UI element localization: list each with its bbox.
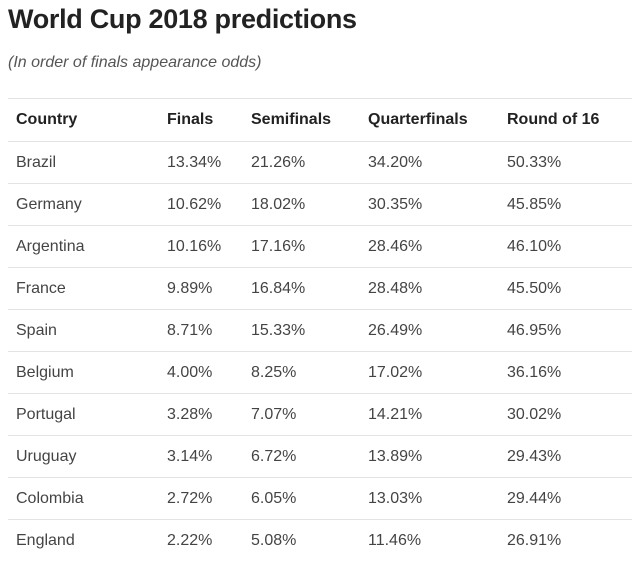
cell-round-of-16: 45.50% — [499, 268, 632, 310]
cell-quarterfinals: 30.35% — [360, 184, 499, 226]
cell-semifinals: 16.84% — [243, 268, 360, 310]
cell-quarterfinals: 13.89% — [360, 436, 499, 478]
cell-semifinals: 6.05% — [243, 478, 360, 520]
cell-semifinals: 21.26% — [243, 142, 360, 184]
cell-finals: 10.16% — [159, 226, 243, 268]
column-header-finals: Finals — [159, 99, 243, 142]
cell-quarterfinals: 34.20% — [360, 142, 499, 184]
cell-finals: 3.14% — [159, 436, 243, 478]
cell-round-of-16: 50.33% — [499, 142, 632, 184]
cell-finals: 13.34% — [159, 142, 243, 184]
cell-round-of-16: 45.85% — [499, 184, 632, 226]
page-title: World Cup 2018 predictions — [8, 2, 357, 36]
cell-round-of-16: 29.44% — [499, 478, 632, 520]
cell-quarterfinals: 17.02% — [360, 352, 499, 394]
cell-semifinals: 6.72% — [243, 436, 360, 478]
cell-country: England — [8, 520, 159, 561]
cell-finals: 2.72% — [159, 478, 243, 520]
cell-finals: 8.71% — [159, 310, 243, 352]
cell-semifinals: 15.33% — [243, 310, 360, 352]
cell-country: Brazil — [8, 142, 159, 184]
column-header-semifinals: Semifinals — [243, 99, 360, 142]
cell-round-of-16: 36.16% — [499, 352, 632, 394]
cell-quarterfinals: 13.03% — [360, 478, 499, 520]
cell-round-of-16: 46.95% — [499, 310, 632, 352]
cell-country: Spain — [8, 310, 159, 352]
cell-quarterfinals: 28.46% — [360, 226, 499, 268]
cell-country: France — [8, 268, 159, 310]
cell-semifinals: 5.08% — [243, 520, 360, 561]
cell-quarterfinals: 11.46% — [360, 520, 499, 561]
cell-country: Uruguay — [8, 436, 159, 478]
column-header-round-of-16: Round of 16 — [499, 99, 632, 142]
cell-country: Germany — [8, 184, 159, 226]
cell-round-of-16: 30.02% — [499, 394, 632, 436]
cell-finals: 4.00% — [159, 352, 243, 394]
cell-round-of-16: 46.10% — [499, 226, 632, 268]
cell-quarterfinals: 14.21% — [360, 394, 499, 436]
cell-country: Portugal — [8, 394, 159, 436]
cell-country: Colombia — [8, 478, 159, 520]
cell-semifinals: 7.07% — [243, 394, 360, 436]
cell-finals: 2.22% — [159, 520, 243, 561]
page-subtitle: (In order of finals appearance odds) — [8, 52, 261, 74]
cell-finals: 3.28% — [159, 394, 243, 436]
cell-round-of-16: 29.43% — [499, 436, 632, 478]
cell-country: Belgium — [8, 352, 159, 394]
cell-round-of-16: 26.91% — [499, 520, 632, 561]
cell-quarterfinals: 26.49% — [360, 310, 499, 352]
cell-finals: 9.89% — [159, 268, 243, 310]
cell-country: Argentina — [8, 226, 159, 268]
cell-semifinals: 8.25% — [243, 352, 360, 394]
cell-semifinals: 17.16% — [243, 226, 360, 268]
column-header-country: Country — [8, 99, 159, 142]
cell-quarterfinals: 28.48% — [360, 268, 499, 310]
cell-semifinals: 18.02% — [243, 184, 360, 226]
cell-finals: 10.62% — [159, 184, 243, 226]
column-header-quarterfinals: Quarterfinals — [360, 99, 499, 142]
